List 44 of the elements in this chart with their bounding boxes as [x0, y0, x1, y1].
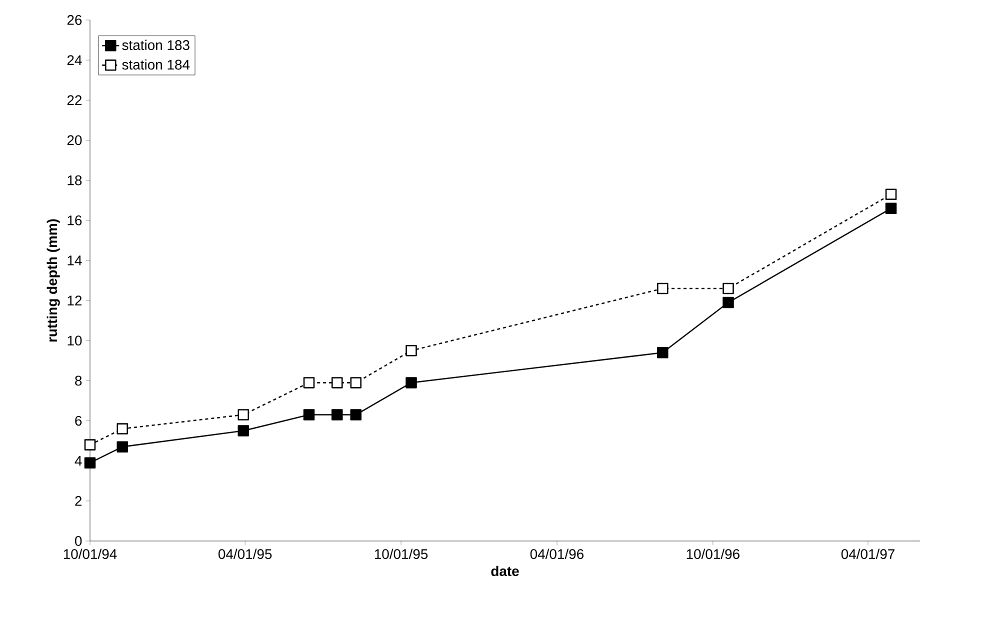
y-tick-label: 14: [68, 256, 82, 266]
point: [350, 377, 362, 388]
y-tick-label: 26: [67, 15, 82, 25]
y-tick-label: 6: [75, 416, 82, 426]
point: [331, 377, 343, 388]
y-tick-label: 22: [67, 95, 82, 106]
point: [657, 282, 668, 294]
point: [116, 441, 128, 452]
point: [406, 345, 417, 356]
point: [84, 457, 96, 468]
point: [116, 423, 128, 434]
y-tick-label: 10: [68, 336, 82, 346]
point: [722, 282, 734, 294]
point: [722, 296, 734, 308]
y-tick-label: 20: [67, 135, 82, 146]
x-tick-label: 04/01/97: [841, 548, 894, 560]
legend-label: station 183: [122, 40, 190, 50]
point: [84, 439, 96, 450]
x-tick-label: 10/01/96: [686, 548, 740, 560]
point: [350, 409, 362, 420]
x-tick-label: 04/01/96: [530, 548, 584, 560]
y-tick-label: 16: [68, 215, 82, 226]
y-tick-label: 18: [68, 175, 82, 186]
point: [303, 377, 315, 388]
point: [885, 188, 897, 200]
point: [885, 202, 897, 214]
y-tick-label: 12: [68, 296, 82, 306]
point: [238, 409, 250, 420]
point: [657, 347, 668, 358]
legend-label: station 184: [122, 59, 190, 70]
x-tick-label: 10/01/94: [64, 548, 117, 560]
y-axis-title: rutting depth (mm): [46, 219, 60, 342]
y-tick-label: 4: [74, 456, 82, 466]
point: [303, 409, 315, 420]
point: [238, 425, 250, 436]
point: [331, 409, 343, 420]
y-tick-label: 0: [75, 536, 82, 546]
x-tick-label: 04/01/95: [218, 548, 272, 560]
x-tick-label: 10/01/95: [374, 548, 428, 560]
y-tick-label: 8: [75, 376, 82, 386]
y-tick-label: 24: [67, 55, 82, 65]
y-tick-label: 2: [75, 496, 82, 506]
x-axis-title: date: [491, 566, 519, 576]
point: [406, 377, 417, 388]
